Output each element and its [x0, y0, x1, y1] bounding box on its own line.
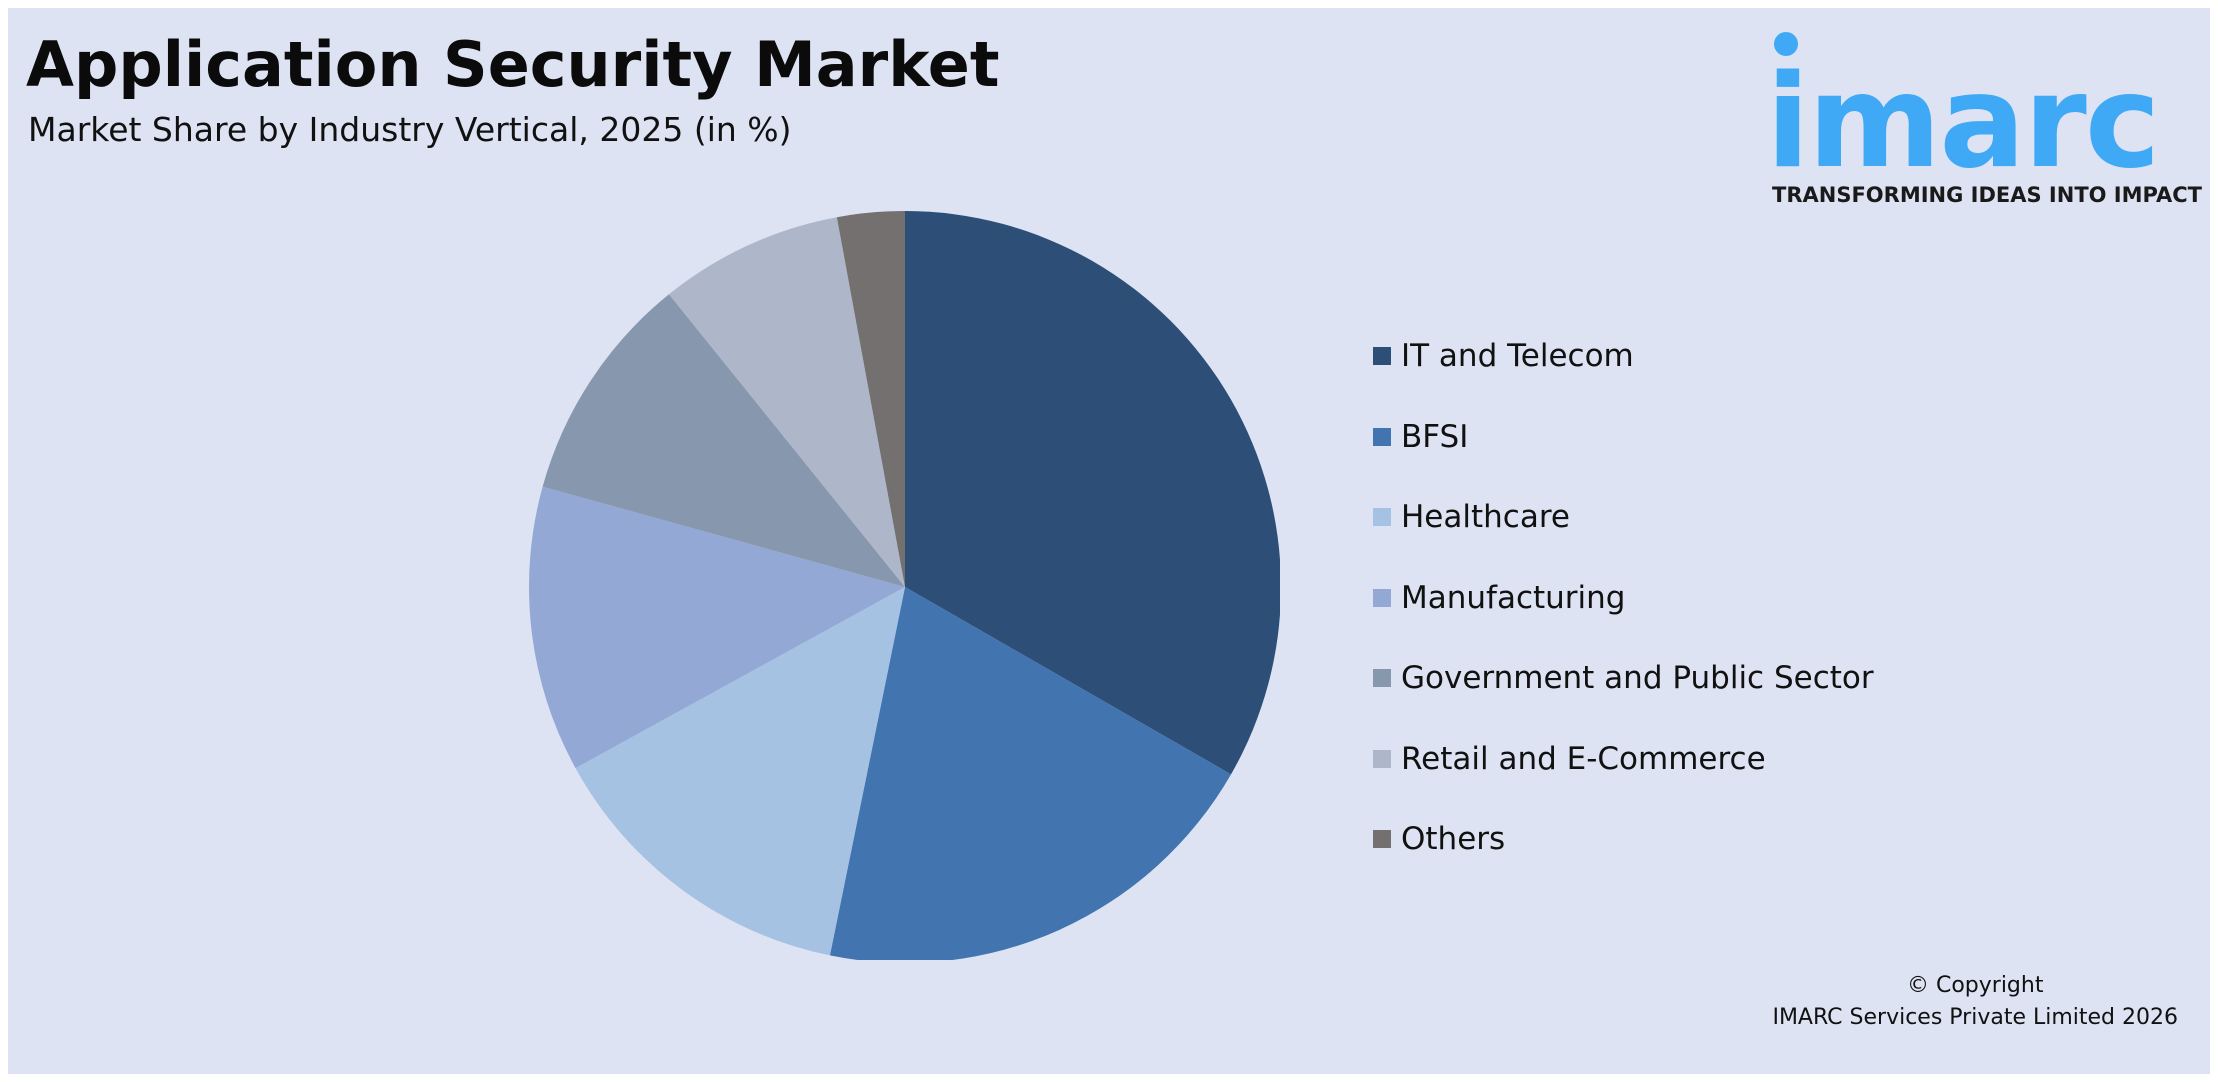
- legend-swatch: [1373, 588, 1391, 607]
- pie-slice-retail-and-e-commerce: [668, 217, 905, 587]
- imarc-logo: imarc TRANSFORMING IDEAS INTO IMPACT: [1766, 22, 2202, 212]
- legend-label: Manufacturing: [1401, 579, 1626, 616]
- legend-swatch: [1373, 427, 1391, 446]
- legend-swatch: [1373, 749, 1391, 768]
- legend-swatch: [1373, 669, 1391, 687]
- logo-wordmark: imarc: [1766, 48, 2161, 197]
- legend-label: Retail and E-Commerce: [1401, 740, 1766, 777]
- legend-label: Government and Public Sector: [1401, 660, 1874, 696]
- pie-slice-government-and-public-sector: [542, 294, 905, 587]
- chart-title: Application Security Market: [26, 28, 1000, 101]
- copyright-line-1: © Copyright: [1906, 973, 2044, 998]
- chart-subtitle: Market Share by Industry Vertical, 2025 …: [28, 110, 792, 149]
- legend-swatch: [1373, 347, 1391, 365]
- pie-slice-healthcare: [575, 587, 905, 956]
- copyright-notice: © Copyright IMARC Services Private Limit…: [1772, 970, 2178, 1034]
- legend-label: BFSI: [1401, 418, 1469, 455]
- legend-label: Healthcare: [1401, 499, 1570, 535]
- copyright-line-2: IMARC Services Private Limited 2026: [1772, 1005, 2178, 1030]
- legend-swatch: [1373, 830, 1391, 848]
- pie-slice-others: [836, 211, 905, 587]
- pie-chart: [529, 211, 1280, 960]
- pie-slice-bfsi: [829, 587, 1232, 960]
- pie-slice-manufacturing: [529, 486, 905, 769]
- pie-slice-it-and-telecom: [905, 211, 1280, 775]
- legend-label: IT and Telecom: [1401, 338, 1634, 374]
- legend-label: Others: [1401, 821, 1506, 857]
- legend-swatch: [1373, 508, 1391, 526]
- logo-dot-icon: [1774, 32, 1798, 56]
- logo-tagline: TRANSFORMING IDEAS INTO IMPACT: [1772, 183, 2202, 207]
